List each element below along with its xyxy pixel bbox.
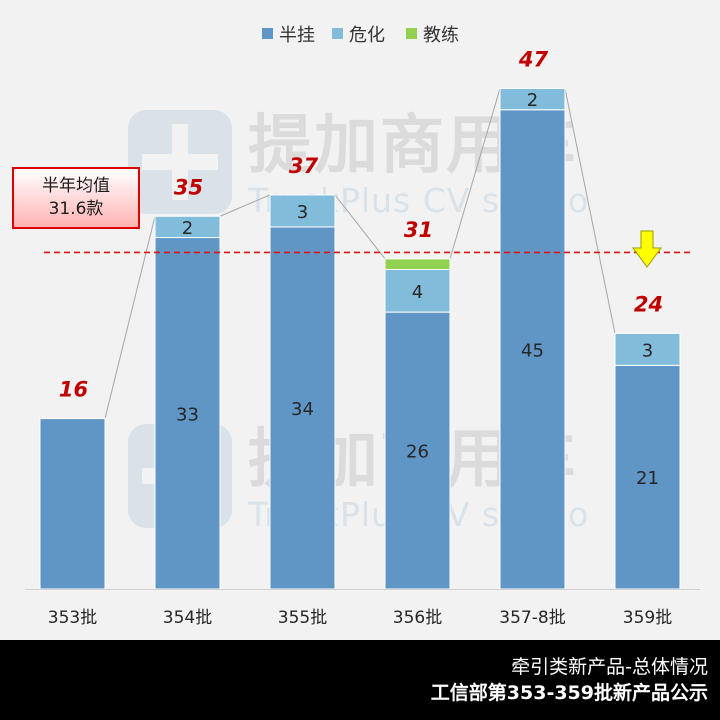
stacked-bar-chart: 半挂 危化 教练 16 353批 33 2 35 354批 34 3 37 355批 26 4 31 356批 4… — [25, 25, 700, 628]
segment-value-label: 4 — [412, 282, 423, 303]
connector-line — [449, 88, 501, 259]
footer-line-1: 牵引类新产品-总体情况 — [511, 656, 708, 678]
footer-line-2: 工信部第353-359批新产品公示 — [430, 682, 708, 704]
bar-total-label: 24 — [634, 292, 663, 316]
bar-segment — [384, 258, 451, 271]
segment-value-label: 21 — [636, 468, 659, 489]
connector-line — [564, 88, 616, 334]
segment-value-label: 2 — [527, 90, 538, 111]
connector-line — [334, 194, 386, 260]
segment-value-label: 34 — [291, 399, 314, 420]
bar-segment — [499, 109, 566, 590]
footer-caption: 牵引类新产品-总体情况 工信部第353-359批新产品公示 — [0, 640, 720, 720]
connector-line — [104, 216, 156, 419]
segment-value-label: 3 — [642, 340, 653, 361]
bar-segment — [154, 215, 221, 239]
segment-value-label: 45 — [521, 340, 544, 361]
segment-value-label: 3 — [297, 202, 308, 223]
category-tick-label: 356批 — [393, 608, 442, 628]
bar-segment — [269, 226, 336, 590]
legend-swatch-1 — [332, 28, 343, 39]
category-tick-label: 355批 — [278, 608, 327, 628]
bar-total-label: 47 — [518, 47, 549, 71]
bar-total-label: 16 — [59, 378, 88, 402]
legend-label-0: 半挂 — [279, 25, 315, 46]
legend-swatch-0 — [262, 28, 273, 39]
bar-segment — [614, 364, 681, 590]
connector-line — [219, 194, 271, 217]
bar-segment — [499, 87, 566, 111]
bar-segment — [269, 194, 336, 228]
down-arrow-icon — [632, 230, 662, 268]
average-callout-box: 半年均值 31.6款 — [12, 167, 140, 229]
category-tick-label: 357-8批 — [499, 608, 565, 628]
bar-segment — [614, 332, 681, 366]
average-callout-title: 半年均值 — [42, 176, 110, 196]
bar-total-label: 35 — [174, 175, 203, 199]
bar-segment — [384, 269, 451, 313]
segment-value-label: 2 — [182, 218, 193, 239]
bar-segment — [39, 418, 106, 590]
legend-label-2: 教练 — [423, 25, 459, 46]
category-tick-label: 353批 — [48, 608, 97, 628]
legend-label-1: 危化 — [349, 25, 385, 46]
segment-value-label: 33 — [176, 404, 199, 425]
segment-value-label: 26 — [406, 442, 429, 463]
category-tick-label: 359批 — [623, 608, 672, 628]
legend-swatch-2 — [406, 28, 417, 39]
category-tick-label: 354批 — [163, 608, 212, 628]
average-callout-value: 31.6款 — [48, 199, 104, 219]
bar-total-label: 31 — [404, 218, 433, 242]
bar-total-label: 37 — [289, 154, 319, 178]
